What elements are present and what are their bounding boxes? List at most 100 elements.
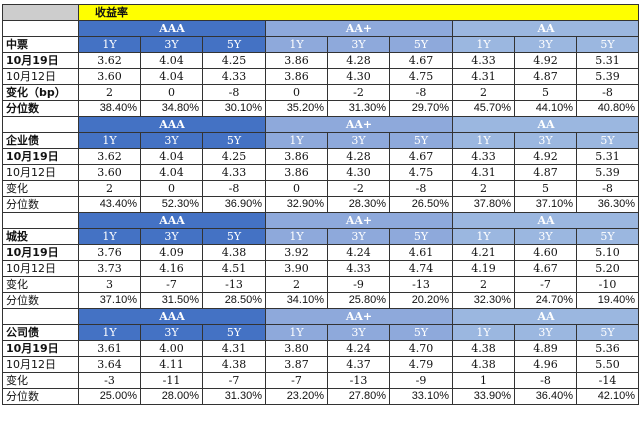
value-cell: 3.62 bbox=[79, 149, 141, 165]
group-pad-aaa bbox=[79, 213, 141, 229]
value-cell: 4.89 bbox=[515, 341, 577, 357]
row-label-date2: 10月12日 bbox=[3, 261, 79, 277]
value-cell: 4.33 bbox=[453, 53, 515, 69]
group-label-aaa: AAA bbox=[141, 309, 203, 325]
value-cell: 32.30% bbox=[453, 293, 515, 309]
value-cell: 3.87 bbox=[266, 357, 328, 373]
tenor-header-aaplus: 1Y bbox=[266, 229, 328, 245]
value-cell: 4.38 bbox=[453, 357, 515, 373]
value-cell: 24.70% bbox=[515, 293, 577, 309]
section-name: 公司债 bbox=[3, 325, 79, 341]
value-cell: 4.16 bbox=[141, 261, 203, 277]
value-cell: 28.30% bbox=[328, 197, 390, 213]
value-cell: 4.75 bbox=[390, 165, 453, 181]
value-cell: -11 bbox=[141, 373, 203, 389]
tenor-header-aaa: 1Y bbox=[79, 133, 141, 149]
group-label-aaa: AAA bbox=[141, 21, 203, 37]
value-cell: 4.33 bbox=[203, 69, 266, 85]
tenor-header-aa: 3Y bbox=[515, 229, 577, 245]
value-cell: -7 bbox=[266, 373, 328, 389]
value-cell: 4.30 bbox=[328, 69, 390, 85]
value-cell: 5.31 bbox=[577, 149, 639, 165]
tenor-header-aaplus: 1Y bbox=[266, 37, 328, 53]
value-cell: 3.61 bbox=[79, 341, 141, 357]
value-cell: -8 bbox=[390, 85, 453, 101]
value-cell: 40.80% bbox=[577, 101, 639, 117]
tenor-header-aaa: 5Y bbox=[203, 229, 266, 245]
value-cell: 3.76 bbox=[79, 245, 141, 261]
group-pad-aa bbox=[577, 213, 639, 229]
value-cell: -2 bbox=[328, 181, 390, 197]
row-label-percentile: 分位数 bbox=[3, 197, 79, 213]
value-cell: 32.90% bbox=[266, 197, 328, 213]
value-cell: 3.80 bbox=[266, 341, 328, 357]
value-cell: 4.92 bbox=[515, 53, 577, 69]
value-cell: -9 bbox=[328, 277, 390, 293]
value-cell: 2 bbox=[79, 85, 141, 101]
tenor-header-aaa: 1Y bbox=[79, 325, 141, 341]
value-cell: -8 bbox=[577, 85, 639, 101]
value-cell: 23.20% bbox=[266, 389, 328, 405]
group-pad-aaa bbox=[203, 309, 266, 325]
value-cell: 5.39 bbox=[577, 69, 639, 85]
value-cell: 4.38 bbox=[203, 357, 266, 373]
group-pad-aa bbox=[453, 309, 515, 325]
value-cell: 3.90 bbox=[266, 261, 328, 277]
value-cell: 5 bbox=[515, 85, 577, 101]
value-cell: 37.80% bbox=[453, 197, 515, 213]
group-label-aaplus: AA+ bbox=[328, 309, 390, 325]
value-cell: -10 bbox=[577, 277, 639, 293]
tenor-header-aaplus: 3Y bbox=[328, 229, 390, 245]
value-cell: 36.30% bbox=[577, 197, 639, 213]
value-cell: -7 bbox=[515, 277, 577, 293]
value-cell: 36.90% bbox=[203, 197, 266, 213]
tenor-header-aaa: 1Y bbox=[79, 37, 141, 53]
tenor-header-aa: 3Y bbox=[515, 37, 577, 53]
value-cell: 42.10% bbox=[577, 389, 639, 405]
value-cell: 4.75 bbox=[390, 69, 453, 85]
group-pad-aaplus bbox=[390, 117, 453, 133]
value-cell: 3.86 bbox=[266, 69, 328, 85]
row-label-date2: 10月12日 bbox=[3, 357, 79, 373]
value-cell: 3.60 bbox=[79, 69, 141, 85]
value-cell: 4.74 bbox=[390, 261, 453, 277]
tenor-header-aaa: 5Y bbox=[203, 37, 266, 53]
value-cell: 4.87 bbox=[515, 69, 577, 85]
tenor-header-aa: 3Y bbox=[515, 325, 577, 341]
tenor-header-aa: 5Y bbox=[577, 133, 639, 149]
value-cell: 4.31 bbox=[203, 341, 266, 357]
value-cell: 44.10% bbox=[515, 101, 577, 117]
value-cell: 4.24 bbox=[328, 341, 390, 357]
row-label-date1: 10月19日 bbox=[3, 245, 79, 261]
tenor-header-aaa: 5Y bbox=[203, 133, 266, 149]
value-cell: -14 bbox=[577, 373, 639, 389]
group-label-aa: AA bbox=[515, 309, 577, 325]
value-cell: 5.20 bbox=[577, 261, 639, 277]
row-label-change: 变化 bbox=[3, 181, 79, 197]
value-cell: 5.36 bbox=[577, 341, 639, 357]
value-cell: -8 bbox=[203, 181, 266, 197]
value-cell: 4.61 bbox=[390, 245, 453, 261]
table-title: 收益率 bbox=[79, 5, 639, 21]
row-label-date1: 10月19日 bbox=[3, 149, 79, 165]
value-cell: 4.79 bbox=[390, 357, 453, 373]
section-spacer bbox=[3, 213, 79, 229]
tenor-header-aaa: 3Y bbox=[141, 229, 203, 245]
row-label-change_bp: 变化（bp） bbox=[3, 85, 79, 101]
group-pad-aa bbox=[577, 117, 639, 133]
value-cell: 4.04 bbox=[141, 165, 203, 181]
value-cell: 5.31 bbox=[577, 53, 639, 69]
section-name: 城投 bbox=[3, 229, 79, 245]
value-cell: 2 bbox=[453, 181, 515, 197]
value-cell: 4.00 bbox=[141, 341, 203, 357]
value-cell: 34.10% bbox=[266, 293, 328, 309]
value-cell: -8 bbox=[577, 181, 639, 197]
group-pad-aaa bbox=[79, 117, 141, 133]
group-pad-aaplus bbox=[390, 213, 453, 229]
value-cell: -8 bbox=[203, 85, 266, 101]
value-cell: 26.50% bbox=[390, 197, 453, 213]
tenor-header-aaplus: 3Y bbox=[328, 133, 390, 149]
value-cell: 4.30 bbox=[328, 165, 390, 181]
value-cell: -8 bbox=[515, 373, 577, 389]
value-cell: 52.30% bbox=[141, 197, 203, 213]
